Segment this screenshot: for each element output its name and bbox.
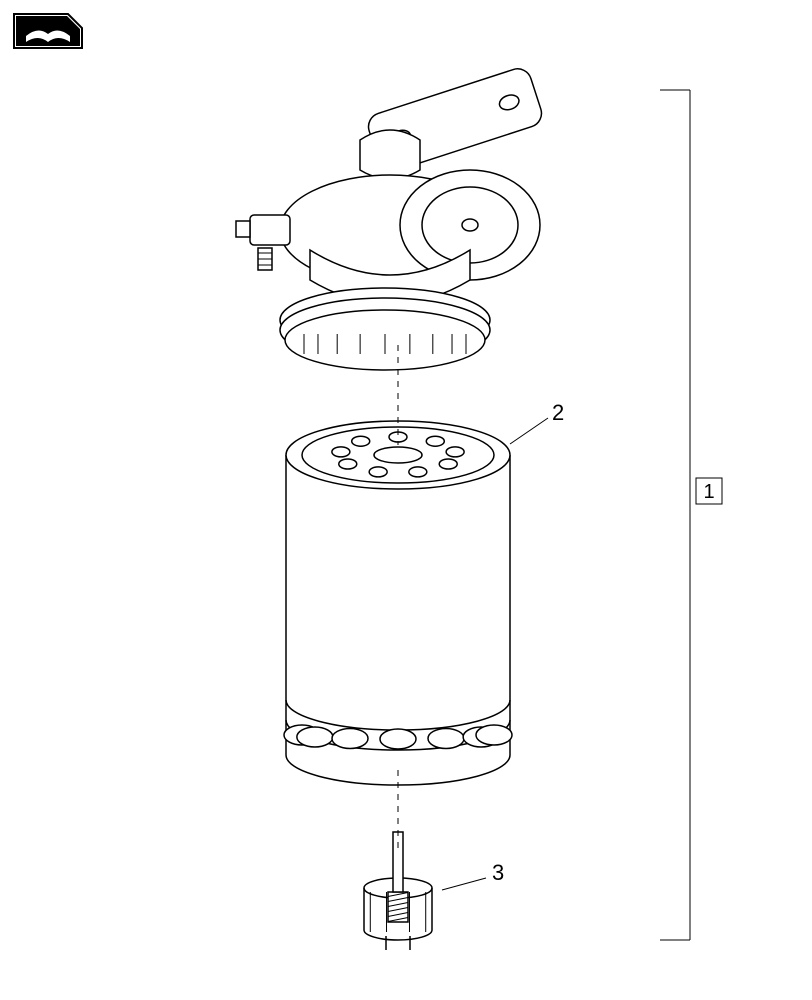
callout-3-label: 3 [492, 860, 504, 885]
callout-2-label: 2 [552, 400, 564, 425]
callout-2: 2 [510, 400, 564, 444]
filter-canister [284, 421, 512, 785]
callout-1-label: 1 [703, 481, 714, 503]
drain-plug [364, 832, 432, 950]
manual-icon [14, 14, 82, 48]
callout-3: 3 [442, 860, 504, 890]
callout-assembly-bracket: 1 [660, 90, 722, 940]
pump-head [236, 65, 545, 370]
